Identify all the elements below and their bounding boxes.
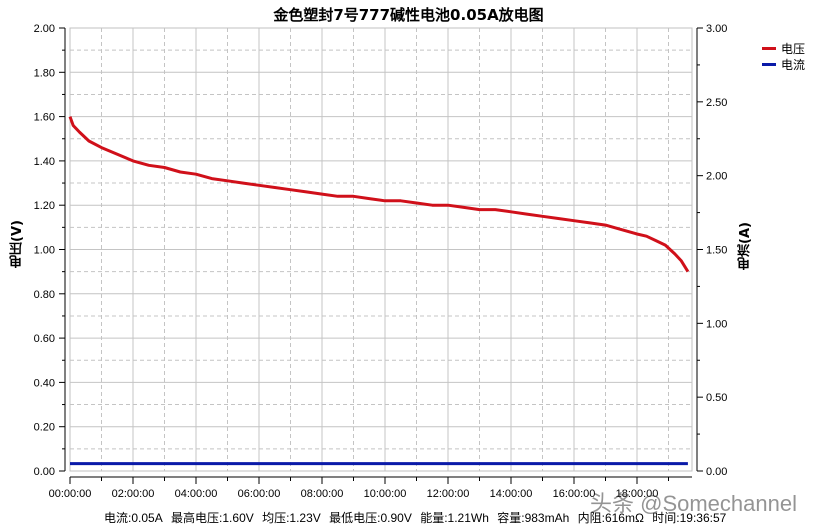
legend-label: 电流 — [781, 57, 806, 72]
voltage-swatch-icon — [762, 46, 776, 50]
stat-current: 电流:0.05A — [104, 511, 163, 525]
watermark: 头条 @Somechannel — [590, 491, 797, 516]
y2-tick-label: 2.00 — [706, 171, 727, 183]
stat-avg-voltage: 均压:1.23V — [262, 511, 321, 525]
y2-tick-label: 1.50 — [706, 245, 727, 257]
summary-stats: 电流:0.05A 最高电压:1.60V 均压:1.23V 最低电压:0.90V … — [104, 509, 731, 526]
stat-time: 时间:19:36:57 — [652, 511, 727, 525]
stat-max-voltage: 最高电压:1.60V — [171, 511, 254, 525]
current-swatch-icon — [762, 62, 776, 66]
stat-min-voltage: 最低电压:0.90V — [329, 511, 412, 525]
y2-tick-label: 0.50 — [706, 392, 727, 404]
y-tick-label: 2.00 — [34, 23, 55, 35]
x-tick-label: 04:00:00 — [175, 488, 218, 500]
y-axis-left-label: 电压(V) — [10, 220, 25, 268]
y-tick-label: 0.20 — [34, 422, 55, 434]
y-tick-label: 0.40 — [34, 377, 55, 389]
x-tick-label: 12:00:00 — [427, 488, 470, 500]
legend-label: 电压 — [781, 41, 806, 56]
y-tick-label: 1.20 — [34, 200, 55, 212]
y-tick-label: 0.80 — [34, 289, 55, 301]
legend-item-current: 电流 — [762, 56, 805, 72]
y-tick-label: 1.00 — [34, 245, 55, 257]
y2-tick-label: 3.00 — [706, 23, 727, 35]
y-tick-label: 1.40 — [34, 156, 55, 168]
x-tick-label: 14:00:00 — [490, 488, 533, 500]
chart-title: 金色塑封7号777碱性电池0.05A放电图 — [273, 6, 544, 24]
y-tick-label: 0.60 — [34, 333, 55, 345]
y-tick-label: 1.60 — [34, 112, 55, 124]
x-tick-label: 10:00:00 — [364, 488, 407, 500]
stat-resistance: 内阻:616mΩ — [577, 511, 644, 525]
x-tick-label: 18:00:00 — [616, 488, 659, 500]
y2-tick-label: 2.50 — [706, 97, 727, 109]
legend-item-voltage: 电压 — [762, 40, 805, 56]
stat-energy: 能量:1.21Wh — [420, 511, 489, 525]
x-tick-label: 06:00:00 — [238, 488, 281, 500]
y2-tick-label: 0.00 — [706, 466, 727, 478]
x-tick-label: 08:00:00 — [301, 488, 344, 500]
x-tick-label: 16:00:00 — [553, 488, 596, 500]
x-tick-label: 02:00:00 — [112, 488, 155, 500]
stat-capacity: 容量:983mAh — [497, 511, 570, 525]
legend: 电压 电流 — [762, 40, 805, 72]
y-tick-label: 1.80 — [34, 67, 55, 79]
x-tick-label: 00:00:00 — [49, 488, 92, 500]
y2-tick-label: 1.00 — [706, 318, 727, 330]
y-tick-label: 0.00 — [34, 466, 55, 478]
voltage-series-line — [68, 116, 690, 273]
y-axis-right-label: 电流(A) — [738, 222, 753, 270]
